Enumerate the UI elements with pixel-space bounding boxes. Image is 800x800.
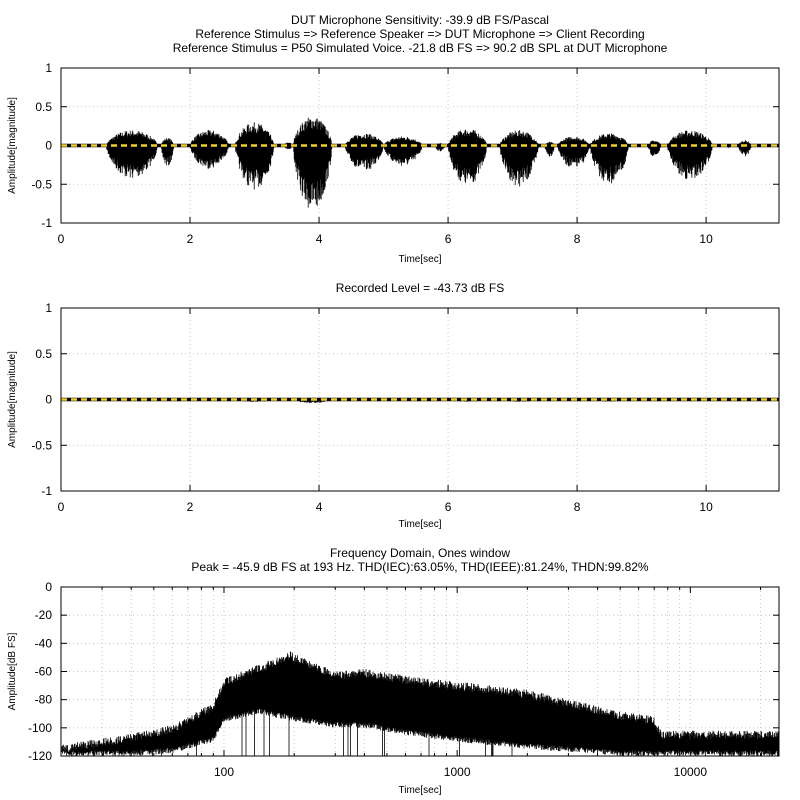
waveform-series [106,117,752,208]
y-tick-label: 0 [45,393,52,407]
chart-title: Reference Stimulus = P50 Simulated Voice… [173,41,668,55]
y-tick-label: 0.5 [35,100,52,114]
x-axis-label: Time[sec] [399,519,442,530]
chart-title: Reference Stimulus => Reference Speaker … [195,27,644,41]
x-tick-label: 10 [699,232,713,246]
x-tick-label: 0 [58,500,65,514]
x-tick-label: 1000 [444,765,471,779]
x-axis-label: Time[sec] [399,785,442,796]
y-tick-label: -60 [35,665,53,679]
y-tick-label: 1 [45,301,52,315]
x-tick-label: 2 [187,500,194,514]
panel-2: Recorded Level = -43.73 dB FS 1 0.5 0 -0.5 -1… [7,281,780,530]
x-tick-label: 10000 [674,765,708,779]
x-tick-label: 8 [574,232,581,246]
x-tick-label: 6 [445,232,452,246]
y-tick-label: -80 [35,693,53,707]
y-tick-label: -120 [28,749,52,763]
y-tick-label: 0 [45,139,52,153]
y-axis-label: Amplitude[dB FS] [7,632,18,710]
y-tick-label: 1 [45,61,52,75]
chart-title: Frequency Domain, Ones window [330,546,510,560]
x-tick-label: 2 [187,232,194,246]
plot-frame [60,67,780,224]
chart-title: Peak = -45.9 dB FS at 193 Hz. THD(IEC):6… [191,560,649,574]
x-tick-label: 100 [214,765,234,779]
y-axis-label: Amplitude[magnitude] [7,351,18,448]
x-tick-label: 0 [58,232,65,246]
panel-1: DUT Microphone Sensitivity: -39.9 dB FS/… [7,13,780,265]
plot-frame [60,307,780,492]
x-tick-label: 6 [445,500,452,514]
y-tick-label: -1 [41,216,52,230]
y-tick-label: -20 [35,608,53,622]
plot-frame [60,586,780,757]
y-tick-label: -0.5 [31,438,52,452]
y-tick-label: -40 [35,636,53,650]
y-tick-label: -0.5 [31,177,52,191]
spectrum-series [60,652,780,756]
chart-title: DUT Microphone Sensitivity: -39.9 dB FS/… [291,13,549,27]
x-tick-label: 4 [316,500,323,514]
x-tick-label: 8 [574,500,581,514]
y-tick-label: -1 [41,484,52,498]
y-tick-label: -100 [28,721,52,735]
x-tick-label: 10 [699,500,713,514]
y-tick-label: 0.5 [35,347,52,361]
x-tick-label: 4 [316,232,323,246]
chart-title: Recorded Level = -43.73 dB FS [336,281,504,295]
y-axis-label: Amplitude[magnitude] [7,97,18,194]
x-axis-label: Time[sec] [399,254,442,265]
y-tick-label: 0 [45,580,52,594]
